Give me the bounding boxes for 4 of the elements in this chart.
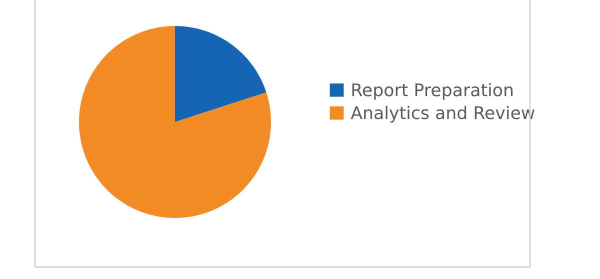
legend-label: Report Preparation <box>352 82 513 100</box>
pie-slice <box>175 26 266 122</box>
legend-label: Analytics and Review <box>350 106 534 123</box>
pie-slice <box>79 26 271 218</box>
